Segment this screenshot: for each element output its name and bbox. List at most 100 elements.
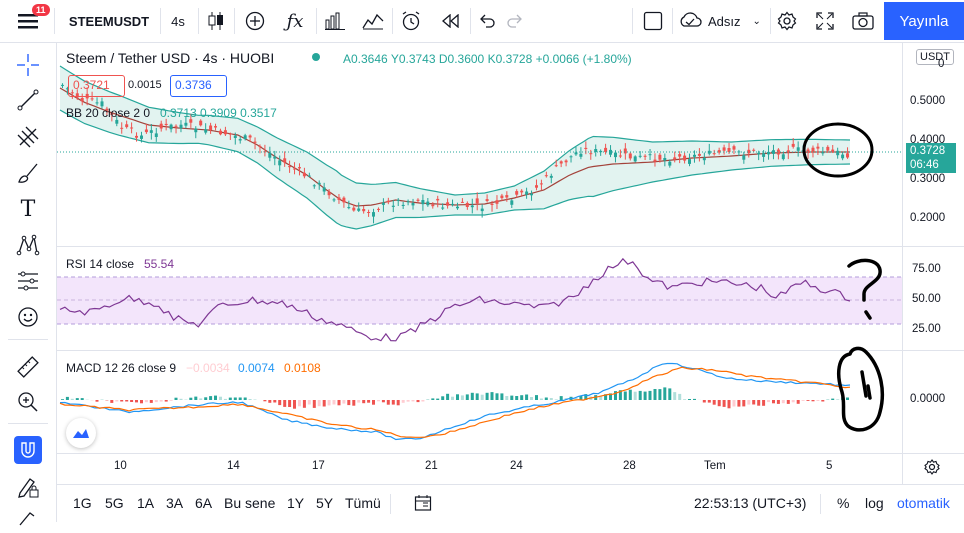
- candle-body: [752, 150, 755, 151]
- range-all[interactable]: Tümü: [345, 495, 381, 511]
- redo-icon[interactable]: [502, 6, 528, 36]
- text-tool-icon[interactable]: T: [14, 195, 42, 223]
- hide-drawings-icon[interactable]: [14, 505, 42, 533]
- hand-drawn-question-mark-2: [839, 348, 883, 430]
- trend-line-icon[interactable]: [14, 86, 42, 114]
- range-1m[interactable]: 1A: [137, 495, 154, 511]
- macd-histogram-bar: [594, 395, 597, 400]
- range-3m[interactable]: 3A: [166, 495, 183, 511]
- candle-body: [639, 156, 642, 157]
- macd-histogram-bar: [555, 399, 558, 400]
- smiley-icon[interactable]: [14, 303, 42, 331]
- alarm-clock-icon[interactable]: [396, 6, 426, 36]
- candle-body: [594, 149, 597, 152]
- fullscreen-icon[interactable]: [810, 6, 840, 36]
- layout-name-button[interactable]: Adsız ⌄: [678, 6, 768, 36]
- auto-scale-toggle[interactable]: otomatik: [897, 495, 950, 511]
- macd-histogram-bar: [120, 400, 123, 402]
- macd-histogram-bar: [545, 398, 548, 401]
- candle-body: [466, 203, 469, 207]
- lock-drawings-icon[interactable]: [14, 473, 42, 501]
- chart-settings-gear-icon[interactable]: [924, 459, 940, 480]
- macd-histogram-bar: [421, 400, 424, 402]
- log-scale-toggle[interactable]: log: [865, 495, 884, 511]
- candle-body: [407, 201, 410, 202]
- macd-histogram-bar: [204, 397, 207, 400]
- percent-scale-toggle[interactable]: %: [837, 495, 849, 511]
- macd-histogram-bar: [836, 399, 839, 400]
- compare-icon[interactable]: [358, 6, 388, 36]
- plus-circle-icon[interactable]: [240, 6, 270, 36]
- candle-body: [826, 147, 829, 151]
- interval-button[interactable]: 4s: [164, 6, 192, 36]
- macd-histogram-bar: [234, 398, 237, 401]
- range-5d[interactable]: 5G: [105, 495, 124, 511]
- bar-chart-icon[interactable]: [320, 6, 350, 36]
- candle-body: [668, 162, 671, 166]
- macd-histogram-bar: [323, 400, 326, 407]
- range-ytd[interactable]: Bu sene: [224, 495, 275, 511]
- candle-body: [199, 121, 202, 126]
- candle-body: [308, 176, 311, 177]
- signal-value: 0.0108: [284, 361, 321, 375]
- zoom-in-icon[interactable]: [14, 388, 42, 416]
- camera-icon[interactable]: [848, 6, 878, 36]
- candle-body: [520, 191, 523, 193]
- candle-body: [841, 155, 844, 159]
- candle-body: [165, 124, 168, 125]
- sell-price-button[interactable]: 0.3721: [68, 75, 125, 97]
- candles-icon[interactable]: [202, 6, 230, 36]
- candle-body: [515, 191, 518, 195]
- range-1d[interactable]: 1G: [73, 495, 92, 511]
- macd-histogram-bar: [718, 400, 721, 406]
- candle-body: [372, 212, 375, 217]
- range-1y[interactable]: 1Y: [287, 495, 304, 511]
- candle-body: [649, 154, 652, 155]
- time-tick: Tem: [704, 460, 726, 472]
- macd-histogram-bar: [742, 400, 745, 406]
- bb-legend-values: 0.3713 0.3909 0.3517: [160, 106, 277, 120]
- candle-body: [560, 161, 563, 163]
- prediction-icon[interactable]: [14, 267, 42, 295]
- candle-body: [782, 154, 785, 159]
- candle-body: [224, 130, 227, 134]
- macd-histogram-bar: [747, 400, 750, 405]
- gear-icon[interactable]: [772, 6, 802, 36]
- candle-body: [747, 150, 750, 154]
- candle-body: [496, 200, 499, 204]
- candle-body: [575, 152, 578, 154]
- candle-body: [821, 152, 824, 153]
- symbol-search-button[interactable]: STEEMUSDT: [64, 6, 154, 36]
- fx-icon[interactable]: ƒx: [280, 6, 310, 36]
- crosshair-icon[interactable]: [14, 51, 42, 79]
- currency-label[interactable]: USDT: [916, 49, 954, 65]
- pattern-icon[interactable]: [14, 231, 42, 259]
- buy-price-button[interactable]: 0.3736: [170, 75, 227, 97]
- ruler-icon[interactable]: [14, 353, 42, 381]
- brush-icon[interactable]: [14, 159, 42, 187]
- range-5y[interactable]: 5Y: [316, 495, 333, 511]
- macd-histogram-bar: [407, 400, 410, 402]
- macd-histogram-bar: [150, 400, 153, 403]
- macd-histogram-bar: [644, 392, 647, 400]
- candle-body: [298, 167, 301, 168]
- publish-button[interactable]: Yayınla: [884, 2, 964, 40]
- candle-body: [565, 161, 568, 163]
- macd-histogram-bar: [96, 400, 99, 402]
- range-6m[interactable]: 6A: [195, 495, 212, 511]
- magnet-icon[interactable]: [14, 436, 42, 464]
- date-range-icon[interactable]: [414, 494, 432, 517]
- replay-icon[interactable]: [436, 6, 466, 36]
- macd-histogram-bar: [792, 400, 795, 402]
- macd-histogram-bar: [372, 400, 375, 405]
- macd-histogram-bar: [125, 400, 128, 402]
- macd-histogram-bar: [624, 392, 627, 401]
- select-layout-icon[interactable]: [640, 6, 666, 36]
- candle-body: [599, 151, 602, 152]
- undo-icon[interactable]: [474, 6, 500, 36]
- macd-histogram-bar: [362, 400, 365, 403]
- tradingview-logo-icon[interactable]: [66, 418, 96, 448]
- clock-timezone[interactable]: 22:53:13 (UTC+3): [694, 495, 806, 511]
- macd-histogram-bar: [515, 396, 518, 400]
- pitchfork-icon[interactable]: [14, 123, 42, 151]
